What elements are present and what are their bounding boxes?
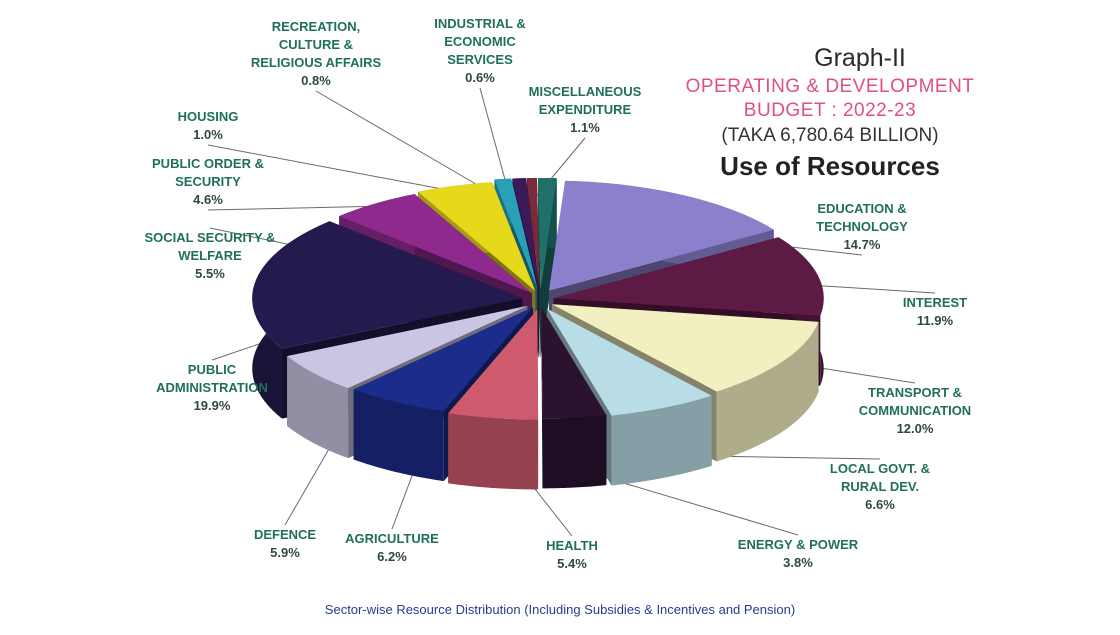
slice-outer-face bbox=[611, 395, 712, 486]
slice-value-label: 19.9% bbox=[194, 398, 231, 413]
pie-slice bbox=[546, 308, 712, 416]
slice-label-line: PUBLIC bbox=[188, 362, 237, 377]
slice-label-line: MISCELLANEOUS bbox=[529, 84, 642, 99]
slice-label: PUBLIC ORDER & SECURITY 4.6% bbox=[152, 156, 264, 207]
pie-tops bbox=[252, 178, 824, 420]
slice-label-line: ECONOMIC bbox=[444, 34, 516, 49]
slice-label: HOUSING 1.0% bbox=[178, 109, 239, 142]
graph-label: Graph-II bbox=[814, 44, 906, 72]
slice-label: TRANSPORT & COMMUNICATION 12.0% bbox=[859, 385, 971, 436]
pie-slice bbox=[526, 178, 540, 289]
slice-label-line: TECHNOLOGY bbox=[816, 219, 908, 234]
slice-label-line: HEALTH bbox=[546, 538, 598, 553]
chart-heading: Use of Resources bbox=[720, 151, 940, 181]
pie-slice bbox=[548, 180, 774, 291]
chart-subtitle: (TAKA 6,780.64 BILLION) bbox=[721, 125, 939, 146]
slice-value-label: 12.0% bbox=[897, 421, 934, 436]
pie-slice bbox=[418, 182, 536, 291]
pie-slice bbox=[252, 221, 523, 349]
slice-label: HEALTH 5.4% bbox=[546, 538, 598, 571]
slice-label: LOCAL GOVT. & RURAL DEV. 6.6% bbox=[830, 461, 930, 512]
slice-value-label: 1.1% bbox=[570, 120, 600, 135]
slice-label-line: DEFENCE bbox=[254, 527, 316, 542]
slice-label-line: SERVICES bbox=[447, 52, 513, 67]
slice-label-line: COMMUNICATION bbox=[859, 403, 971, 418]
pie-slice bbox=[541, 308, 607, 419]
pie-slice bbox=[353, 307, 533, 412]
slice-labels: EDUCATION & TECHNOLOGY 14.7% INTEREST 11.9% T… bbox=[145, 16, 972, 571]
slice-outer-face bbox=[353, 389, 444, 482]
slice-label-line: AGRICULTURE bbox=[345, 531, 439, 546]
slice-label: SOCIAL SECURITY & WELFARE 5.5% bbox=[145, 230, 276, 281]
slice-label: INTEREST 11.9% bbox=[903, 295, 967, 328]
slice-label-line: INTEREST bbox=[903, 295, 967, 310]
leader-line bbox=[315, 90, 501, 199]
slice-outer-face bbox=[716, 321, 819, 462]
pie-slice bbox=[287, 305, 528, 389]
pie-slice bbox=[339, 194, 532, 294]
slice-outer-face bbox=[287, 356, 349, 459]
slice-label: DEFENCE 5.9% bbox=[254, 527, 316, 560]
slice-label-line: PUBLIC ORDER & bbox=[152, 156, 264, 171]
slice-value-label: 0.8% bbox=[301, 73, 331, 88]
pie-slice bbox=[448, 309, 539, 420]
slice-label-line: CULTURE & bbox=[279, 37, 353, 52]
slice-value-label: 1.0% bbox=[193, 127, 223, 142]
slice-label: AGRICULTURE 6.2% bbox=[345, 531, 439, 564]
pie-slice bbox=[552, 304, 819, 392]
slice-outer-face bbox=[448, 413, 539, 490]
pie-slice bbox=[538, 178, 557, 289]
slice-label-line: LOCAL GOVT. & bbox=[830, 461, 930, 476]
slice-outer-face bbox=[542, 415, 607, 489]
slice-label-line: SECURITY bbox=[175, 174, 241, 189]
slice-value-label: 14.7% bbox=[844, 237, 881, 252]
slice-label-line: ADMINISTRATION bbox=[156, 380, 268, 395]
pie-slice bbox=[553, 237, 824, 316]
slice-value-label: 0.6% bbox=[465, 70, 495, 85]
slice-label-line: SOCIAL SECURITY & bbox=[145, 230, 276, 245]
slice-label-line: TRANSPORT & bbox=[868, 385, 962, 400]
slice-value-label: 6.6% bbox=[865, 497, 895, 512]
slice-label-line: INDUSTRIAL & bbox=[434, 16, 525, 31]
chart-title-line1: OPERATING & DEVELOPMENT bbox=[685, 76, 975, 97]
slice-label: PUBLIC ADMINISTRATION 19.9% bbox=[156, 362, 268, 413]
slice-value-label: 5.5% bbox=[195, 266, 225, 281]
slice-value-label: 11.9% bbox=[917, 313, 954, 328]
slice-value-label: 5.9% bbox=[270, 545, 300, 560]
slice-label-line: EXPENDITURE bbox=[539, 102, 632, 117]
slice-radial-face bbox=[541, 308, 543, 489]
slice-label: EDUCATION & TECHNOLOGY 14.7% bbox=[816, 201, 908, 252]
slice-label-line: HOUSING bbox=[178, 109, 239, 124]
slice-value-label: 6.2% bbox=[377, 549, 407, 564]
slice-label-line: EDUCATION & bbox=[817, 201, 906, 216]
pie-slice bbox=[512, 178, 539, 289]
slice-value-label: 5.4% bbox=[557, 556, 587, 571]
slice-label-line: WELFARE bbox=[178, 248, 242, 263]
slice-label-line: ENERGY & POWER bbox=[738, 537, 859, 552]
slice-label: ENERGY & POWER 3.8% bbox=[738, 537, 859, 570]
slice-value-label: 3.8% bbox=[783, 555, 813, 570]
slice-label-line: RECREATION, bbox=[272, 19, 361, 34]
slice-label: RECREATION, CULTURE & RELIGIOUS AFFAIRS 0.8… bbox=[251, 19, 382, 88]
slice-label: MISCELLANEOUS EXPENDITURE 1.1% bbox=[529, 84, 642, 135]
slice-value-label: 4.6% bbox=[193, 192, 223, 207]
pie-slice bbox=[494, 178, 538, 289]
slice-label-line: RELIGIOUS AFFAIRS bbox=[251, 55, 382, 70]
slice-label: INDUSTRIAL & ECONOMIC SERVICES 0.6% bbox=[434, 16, 525, 85]
chart-title-line2: BUDGET : 2022-23 bbox=[743, 100, 917, 121]
footnote: Sector-wise Resource Distribution (Inclu… bbox=[324, 602, 796, 617]
slice-label-line: RURAL DEV. bbox=[841, 479, 919, 494]
